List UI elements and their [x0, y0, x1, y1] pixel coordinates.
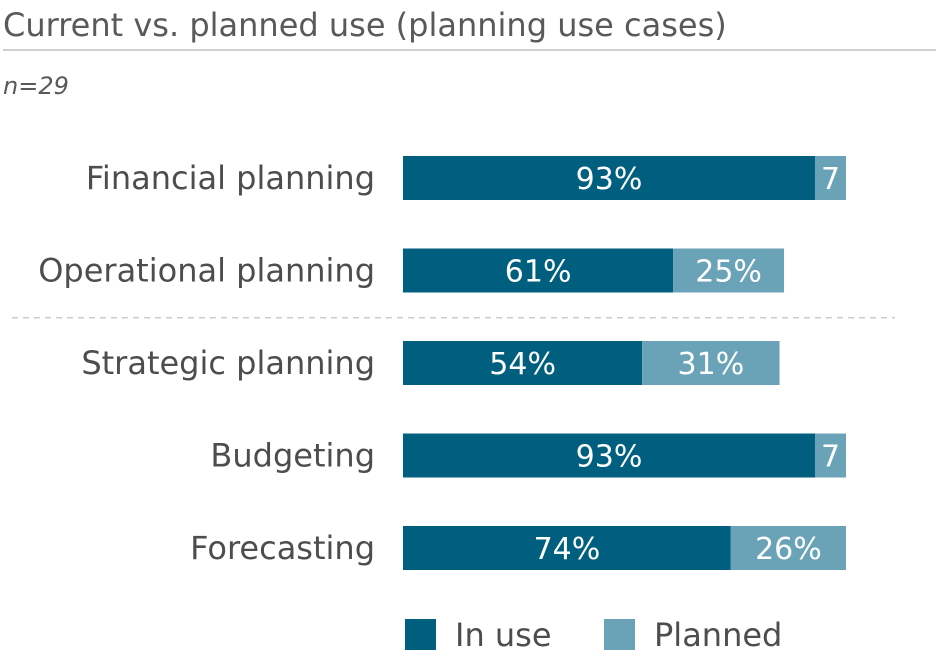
- data-label-planned-forecasting: 26%: [755, 532, 822, 567]
- bar-in-use-forecasting: [403, 526, 731, 570]
- category-label-financial-planning: Financial planning: [86, 159, 375, 197]
- bar-in-use-operational-planning: [403, 248, 674, 293]
- category-label-strategic-planning: Strategic planning: [81, 344, 375, 382]
- legend-swatch-planned: [604, 619, 635, 650]
- legend-swatch-in-use: [405, 619, 436, 650]
- bar-planned-strategic-planning: [642, 341, 780, 385]
- chart-title: Current vs. planned use (planning use ca…: [3, 6, 727, 44]
- data-label-planned-operational-planning: 25%: [695, 255, 762, 290]
- legend-label-in-use: In use: [455, 616, 552, 654]
- data-label-planned-financial-planning: 7: [821, 162, 840, 197]
- data-label-in-use-operational-planning: 61%: [505, 255, 572, 290]
- data-label-planned-budgeting: 7: [821, 440, 840, 475]
- data-label-planned-strategic-planning: 31%: [678, 347, 745, 382]
- data-label-in-use-strategic-planning: 54%: [489, 347, 556, 382]
- category-label-operational-planning: Operational planning: [38, 252, 375, 290]
- plot-area: Financial planning 93% 7 Operational planni…: [12, 156, 895, 570]
- legend-label-planned: Planned: [654, 616, 782, 654]
- category-label-forecasting: Forecasting: [190, 529, 375, 567]
- bar-in-use-strategic-planning: [403, 341, 643, 385]
- data-label-in-use-budgeting: 93%: [576, 440, 643, 475]
- bar-planned-financial-planning: [814, 156, 846, 200]
- bar-planned-budgeting: [814, 433, 846, 478]
- category-label-budgeting: Budgeting: [210, 437, 375, 475]
- chart-subtitle: n=29: [3, 72, 69, 100]
- data-label-in-use-financial-planning: 93%: [576, 162, 643, 197]
- legend: In use Planned: [405, 616, 782, 654]
- bar-in-use-budgeting: [403, 433, 815, 478]
- bar-in-use-financial-planning: [403, 156, 815, 200]
- data-label-in-use-forecasting: 74%: [534, 532, 601, 567]
- bar-planned-forecasting: [730, 526, 846, 570]
- bar-planned-operational-planning: [673, 248, 784, 293]
